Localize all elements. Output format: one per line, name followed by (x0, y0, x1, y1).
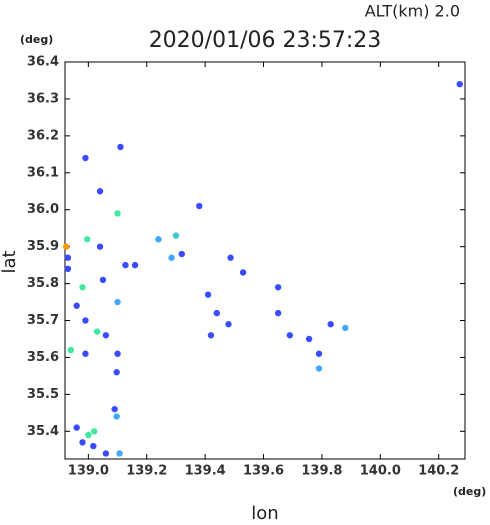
echo-point (117, 143, 124, 151)
y-tick-label: 36.4 (27, 55, 59, 70)
x-axis-label: lon (251, 503, 278, 521)
echo-point (168, 254, 175, 261)
y-tick-label: 35.5 (27, 387, 59, 402)
x-tick-label: 139.2 (126, 464, 167, 479)
y-tick-label: 35.6 (27, 350, 59, 365)
echo-point (96, 243, 104, 250)
echo-point (73, 424, 80, 431)
echo-point (102, 332, 110, 339)
x-tick-label: 139.0 (68, 464, 109, 479)
echo-point (204, 291, 212, 298)
echo-point (83, 236, 91, 243)
altitude-label: ALT(km) 2.0 (365, 2, 460, 21)
y-tick-label: 36.1 (27, 165, 59, 180)
echo-point (172, 232, 180, 239)
x-tick-label: 139.8 (301, 464, 342, 479)
y-tick-label: 35.4 (27, 424, 59, 439)
echo-point (90, 428, 98, 435)
echo-point (64, 254, 72, 261)
y-axis-label: lat (0, 250, 20, 273)
echo-point (102, 450, 110, 457)
echo-point (315, 365, 323, 372)
echo-point (305, 335, 313, 343)
echo-point (62, 243, 70, 250)
y-tick-label: 35.8 (27, 276, 59, 291)
echo-point (99, 276, 107, 284)
echo-point (90, 442, 97, 450)
echo-point (82, 317, 89, 324)
echo-point (315, 350, 323, 357)
echo-point (122, 261, 129, 269)
echo-point (79, 284, 86, 291)
y-tick-label: 36.0 (27, 202, 59, 217)
x-tick-label: 139.6 (243, 464, 284, 479)
echo-point (111, 405, 118, 413)
x-tick-label: 139.4 (185, 464, 226, 479)
y-tick-label: 35.7 (27, 313, 59, 328)
echo-point (79, 439, 86, 446)
echo-point (196, 202, 203, 210)
echo-point (274, 284, 282, 291)
x-unit: (deg) (453, 485, 486, 498)
echo-point (456, 80, 463, 88)
echo-point (213, 309, 221, 317)
echo-point (82, 350, 89, 357)
echo-point (342, 324, 349, 332)
echo-point (85, 431, 92, 439)
echo-point (82, 154, 89, 162)
x-tick-label: 140.2 (418, 464, 459, 479)
echo-point (73, 302, 80, 309)
echo-point (64, 265, 72, 273)
echo-point (274, 309, 282, 317)
echo-point (225, 321, 232, 328)
echo-point (114, 298, 121, 306)
echo-point (114, 350, 121, 357)
echo-point (113, 413, 120, 420)
echo-point (239, 269, 247, 276)
echo-point (327, 321, 334, 328)
echo-point (93, 328, 101, 335)
plot-frame (64, 61, 466, 460)
echo-point (155, 236, 162, 243)
echo-point (207, 332, 215, 339)
x-tick-label: 140.0 (360, 464, 401, 479)
chart-title: 2020/01/06 23:57:23 (149, 28, 382, 53)
echo-point (116, 450, 123, 457)
echo-point (67, 346, 75, 354)
y-unit: (deg) (20, 33, 53, 46)
echo-point (131, 261, 139, 269)
echo-point (113, 369, 120, 376)
y-tick-label: 36.2 (27, 128, 59, 143)
echo-point (114, 210, 121, 217)
echo-point (227, 254, 234, 261)
echo-point (286, 332, 294, 339)
echo-point (178, 250, 185, 258)
echo-point (96, 188, 104, 195)
y-tick-label: 35.9 (27, 239, 59, 254)
y-tick-label: 36.3 (27, 91, 59, 106)
